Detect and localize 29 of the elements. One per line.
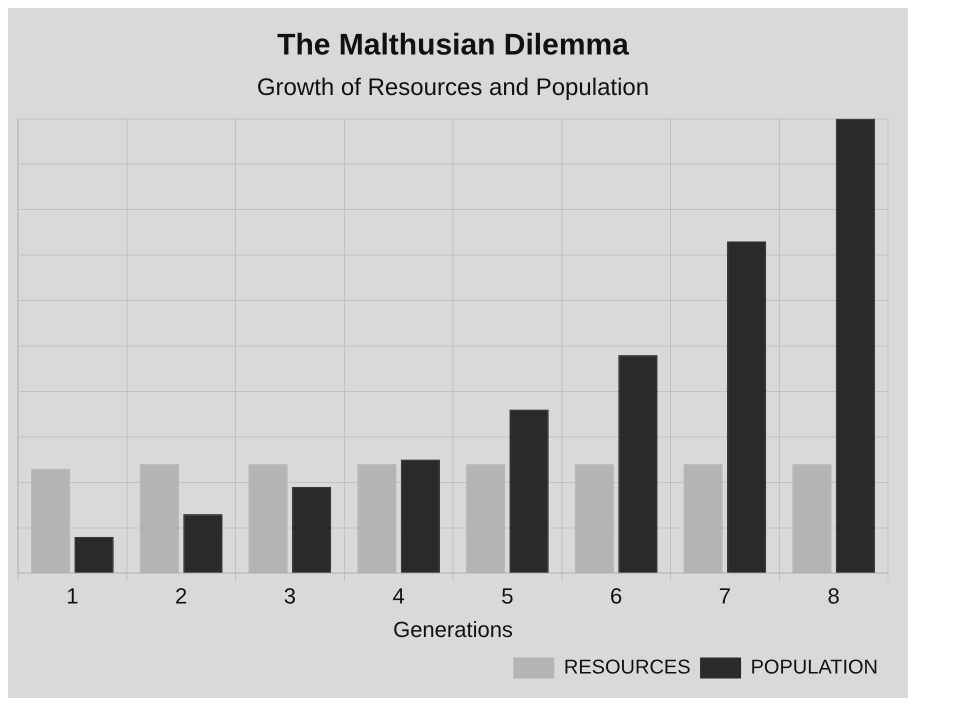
x-tick-label: 2 xyxy=(175,583,188,608)
bar xyxy=(248,464,288,573)
bar xyxy=(727,241,766,573)
x-axis-title: Generations xyxy=(393,616,513,642)
x-tick-label: 4 xyxy=(392,583,405,608)
bar xyxy=(400,460,440,573)
chart-subtitle: Growth of Resources and Population xyxy=(256,74,650,102)
x-tick-label: 6 xyxy=(610,583,622,608)
x-tick-label: 3 xyxy=(284,583,296,608)
legend-label: RESOURCES xyxy=(564,656,691,679)
x-tick-label: 7 xyxy=(718,583,731,608)
bar xyxy=(183,514,222,573)
legend-label: POPULATION xyxy=(750,656,878,679)
x-tick-label: 8 xyxy=(828,583,840,608)
bar xyxy=(510,410,549,573)
bar xyxy=(466,464,506,573)
bar xyxy=(74,536,114,573)
bar xyxy=(140,464,179,573)
x-tick-label: 1 xyxy=(66,583,78,608)
bar xyxy=(574,464,614,573)
bar xyxy=(618,355,658,573)
bar xyxy=(357,464,396,573)
bar xyxy=(684,464,723,573)
x-tick-label: 5 xyxy=(501,583,514,608)
bar xyxy=(836,118,875,573)
bar xyxy=(31,468,70,573)
chart-title: The Malthusian Dilemma xyxy=(277,28,630,62)
bar xyxy=(792,464,832,573)
bar xyxy=(292,486,332,573)
